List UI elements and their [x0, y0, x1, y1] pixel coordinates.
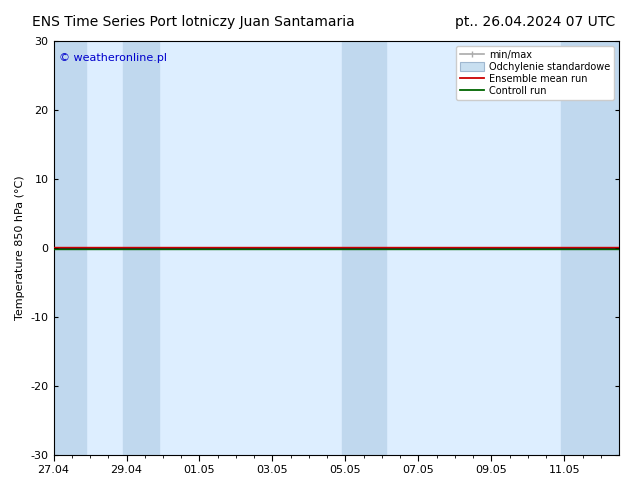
Legend: min/max, Odchylenie standardowe, Ensemble mean run, Controll run: min/max, Odchylenie standardowe, Ensembl… — [456, 46, 614, 99]
Bar — [53, 41, 86, 455]
Text: pt.. 26.04.2024 07 UTC: pt.. 26.04.2024 07 UTC — [455, 15, 615, 29]
Text: © weatheronline.pl: © weatheronline.pl — [59, 53, 167, 64]
Text: ENS Time Series Port lotniczy Juan Santamaria: ENS Time Series Port lotniczy Juan Santa… — [32, 15, 354, 29]
Bar — [560, 41, 619, 455]
Y-axis label: Temperature 850 hPa (°C): Temperature 850 hPa (°C) — [15, 175, 25, 320]
Bar — [123, 41, 159, 455]
Bar — [342, 41, 385, 455]
